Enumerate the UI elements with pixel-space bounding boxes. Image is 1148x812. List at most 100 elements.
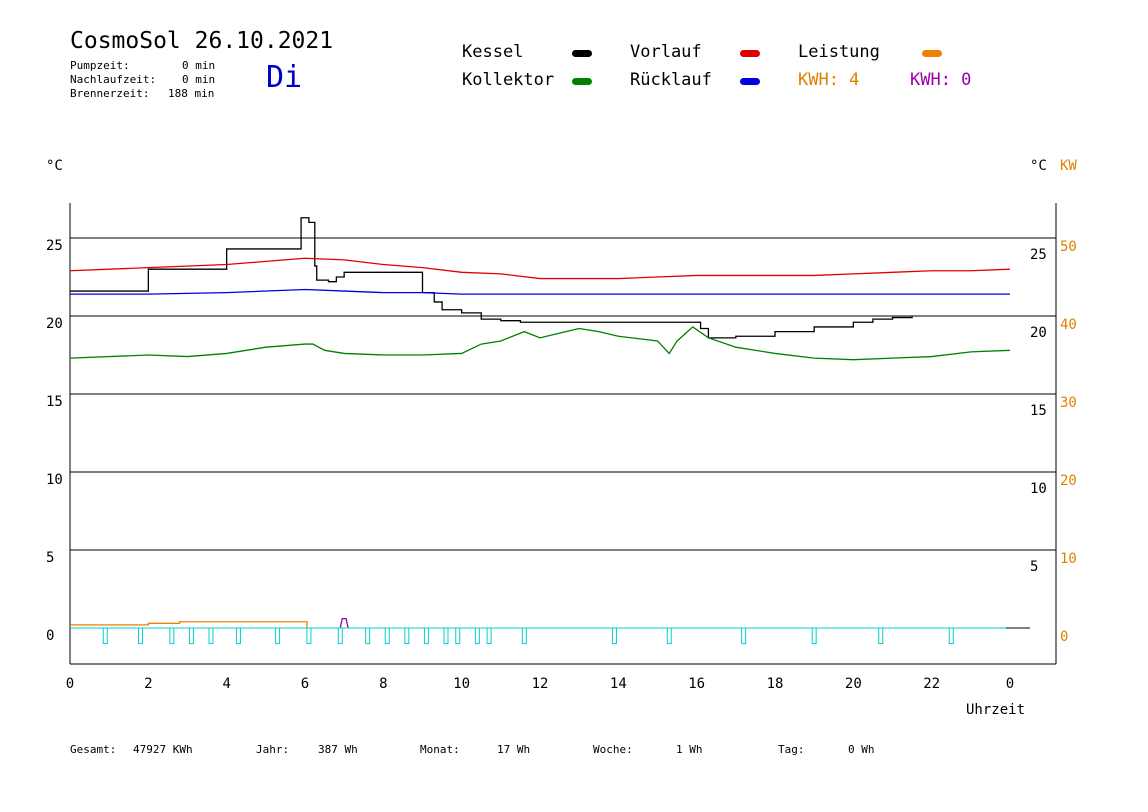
pump-pulse [275, 627, 281, 645]
pump-pulse [384, 627, 390, 645]
pump-pulse [102, 627, 108, 645]
pump-pulse [455, 627, 461, 645]
pump-pulse [811, 627, 817, 645]
stat-value: 0 min [182, 73, 216, 86]
stat-value: 0 min [182, 59, 216, 72]
x-tick-label: 4 [222, 676, 230, 692]
y-tick-label-right: 5 [1030, 559, 1038, 575]
series-line-kwh-0 [339, 617, 349, 629]
series-line-kollektor [69, 326, 1011, 361]
pump-pulse [741, 627, 747, 645]
axes [69, 203, 1057, 665]
pump-pulse [306, 627, 312, 645]
x-tick-label: 10 [453, 676, 470, 692]
y-tick-label-right: 20 [1030, 325, 1047, 341]
pump-pulse [235, 627, 241, 645]
y-tick-label-left: 25 [46, 238, 63, 254]
y-tick-label-kw: 30 [1060, 395, 1077, 411]
pump-pulse [611, 627, 617, 645]
pump-pulse [443, 627, 449, 645]
y-tick-label-kw: 20 [1060, 473, 1077, 489]
footer-value: 0 Wh [848, 743, 875, 756]
footer-value: 17 Wh [497, 743, 531, 756]
pump-pulse [878, 627, 884, 645]
pump-pulses [70, 627, 1006, 645]
y-tick-label-kw: 0 [1060, 629, 1068, 645]
series-line-vorlauf [69, 257, 1011, 280]
x-axis-label: Uhrzeit [966, 702, 1026, 718]
weekday-label: Di [266, 60, 303, 95]
legend-swatch [572, 50, 592, 57]
y-tick-label-left: 5 [46, 550, 54, 566]
stat-label: Nachlaufzeit: [70, 73, 157, 86]
pump-pulse [423, 627, 429, 645]
pump-pulse [948, 627, 954, 645]
y-tick-label-right: 25 [1030, 247, 1047, 263]
stat-label: Brennerzeit: [70, 87, 150, 100]
x-tick-label: 18 [767, 676, 784, 692]
footer-value: 387 Wh [318, 743, 358, 756]
stat-label: Pumpzeit: [70, 59, 130, 72]
x-tick-label: 20 [845, 676, 862, 692]
pump-pulse [474, 627, 480, 645]
legend-swatch [922, 50, 942, 57]
y-tick-label-kw: 40 [1060, 317, 1077, 333]
x-tick-label: 0 [66, 676, 74, 692]
footer-label: Woche: [593, 743, 633, 756]
footer-value: 47927 KWh [133, 743, 193, 756]
y-tick-label-kw: 10 [1060, 551, 1077, 567]
legend-label: Rücklauf [630, 70, 712, 90]
legend-swatch [740, 50, 760, 57]
stat-value: 188 min [168, 87, 215, 100]
grid [70, 237, 1056, 629]
y-tick-label-left: 10 [46, 472, 63, 488]
x-tick-label: 2 [144, 676, 152, 692]
pump-pulse [337, 627, 343, 645]
pump-pulse [169, 627, 175, 645]
pump-pulse [138, 627, 143, 645]
kwh-a-label: KWH: 4 [798, 70, 860, 90]
series-line-leistung [70, 621, 308, 628]
legend-label: Vorlauf [630, 42, 702, 62]
pump-pulse [208, 627, 214, 645]
footer-label: Tag: [778, 743, 805, 756]
x-tick-label: 16 [688, 676, 705, 692]
legend-label: Kollektor [462, 70, 555, 90]
legend-swatch [740, 78, 760, 85]
legend-label: Leistung [798, 42, 880, 62]
x-tick-label: 12 [532, 676, 549, 692]
left-unit-label: °C [46, 158, 63, 174]
series-line-r-cklauf [70, 288, 1010, 295]
y-tick-label-left: 20 [46, 316, 63, 332]
legend-label: Kessel [462, 42, 524, 62]
pump-pulse [521, 627, 527, 645]
kwh-b-label: KWH: 0 [910, 70, 972, 90]
x-tick-label: 8 [379, 676, 387, 692]
footer-label: Monat: [420, 743, 460, 756]
x-tick-label: 22 [923, 676, 940, 692]
y-tick-label-right: 15 [1030, 403, 1047, 419]
pump-pulse [404, 627, 410, 645]
x-tick-label: 6 [301, 676, 309, 692]
x-tick-label: 0 [1006, 676, 1014, 692]
right-unit-kw-label: KW [1060, 158, 1077, 174]
pump-pulse [365, 627, 371, 645]
x-tick-label: 14 [610, 676, 627, 692]
y-tick-label-left: 15 [46, 394, 63, 410]
footer-value: 1 Wh [676, 743, 703, 756]
chart-title: CosmoSol 26.10.2021 [70, 28, 334, 54]
series-lines [69, 217, 1011, 629]
y-tick-label-right: 10 [1030, 481, 1047, 497]
footer-label: Gesamt: [70, 743, 117, 756]
series-line-kessel [70, 217, 913, 339]
footer-label: Jahr: [256, 743, 290, 756]
right-unit-label: °C [1030, 158, 1047, 174]
pump-pulse [188, 627, 194, 645]
y-tick-label-left: 0 [46, 628, 54, 644]
pump-pulse [486, 627, 492, 645]
y-tick-label-kw: 50 [1060, 239, 1077, 255]
pump-pulse [666, 627, 672, 645]
legend-swatch [572, 78, 592, 85]
